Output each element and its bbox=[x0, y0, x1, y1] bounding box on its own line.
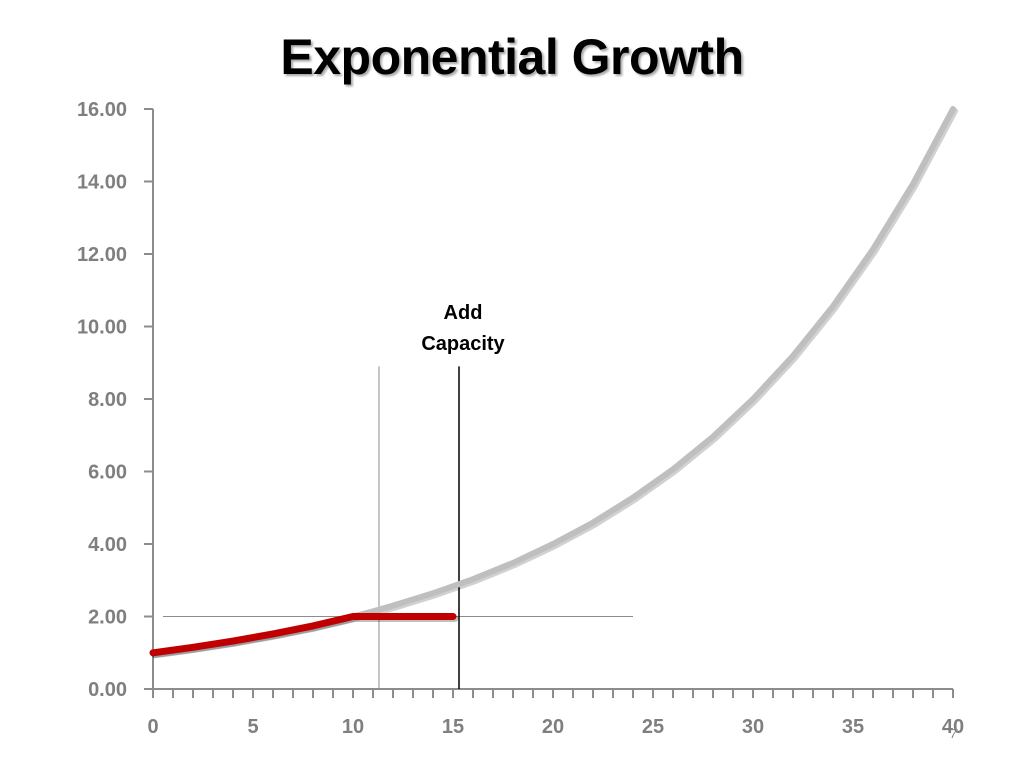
y-tick-label: 12.00 bbox=[77, 244, 127, 266]
tick-labels: 0.00 2.00 4.00 6.00 8.00 10.00 12.00 14.00 16.00… bbox=[77, 99, 964, 738]
demand-curve-shadow bbox=[152, 108, 958, 658]
axes bbox=[144, 108, 954, 698]
y-tick-label: 16.00 bbox=[77, 99, 127, 121]
y-tick-label: 14.00 bbox=[77, 172, 127, 194]
x-tick-label: 15 bbox=[442, 716, 464, 738]
x-tick-label: 10 bbox=[342, 716, 364, 738]
capacity-curve bbox=[149, 613, 457, 657]
x-tick-label: 35 bbox=[842, 716, 864, 738]
y-tick-label: 4.00 bbox=[88, 534, 127, 556]
demand-curve bbox=[150, 106, 956, 656]
page-number: 7 bbox=[950, 726, 958, 741]
add-capacity-label: Capacity bbox=[421, 333, 505, 355]
series-lines bbox=[149, 106, 958, 659]
x-tick-label: 30 bbox=[742, 716, 764, 738]
y-tick-label: 0.00 bbox=[88, 679, 127, 701]
annotations: Add Capacity bbox=[421, 302, 505, 355]
x-tick-label: 0 bbox=[147, 716, 158, 738]
x-tick-label: 40 bbox=[942, 716, 964, 738]
slide-title: Exponential Growth bbox=[280, 29, 744, 85]
y-tick-label: 10.00 bbox=[77, 317, 127, 339]
y-tick-label: 2.00 bbox=[88, 607, 127, 629]
x-tick-label: 20 bbox=[542, 716, 564, 738]
y-tick-label: 8.00 bbox=[88, 389, 127, 411]
x-tick-label: 5 bbox=[247, 716, 258, 738]
x-tick-label: 25 bbox=[642, 716, 664, 738]
y-tick-label: 6.00 bbox=[88, 462, 127, 484]
add-capacity-label: Add bbox=[444, 302, 483, 324]
